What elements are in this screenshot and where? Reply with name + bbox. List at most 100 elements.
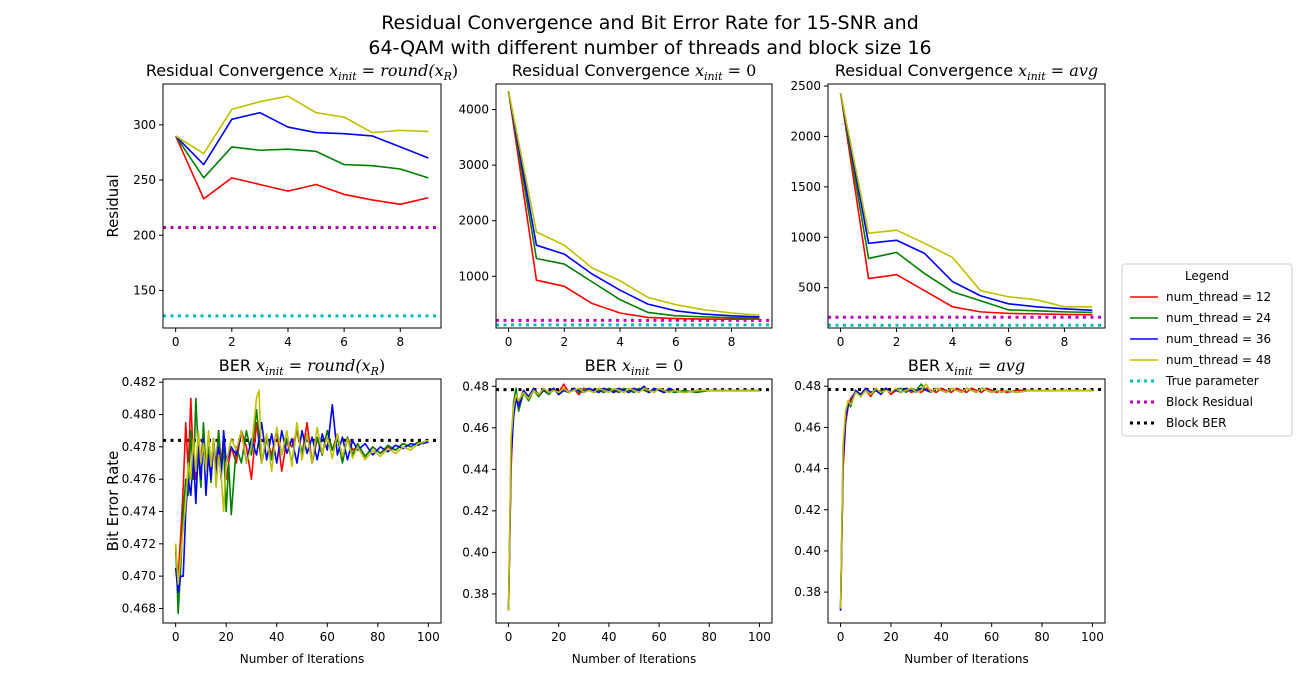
plot-area-ber_avg — [828, 383, 1105, 611]
axes-frame — [827, 378, 1106, 624]
x-tick-label: 100 — [1081, 630, 1104, 644]
y-tick-label: 0.482 — [122, 375, 156, 389]
y-tick-label: 0.46 — [462, 421, 489, 435]
legend-entry-num-thread-48: num_thread = 48 — [1130, 353, 1271, 367]
series-line-num-thread-48 — [175, 95, 429, 155]
x-tick-label: 0 — [172, 630, 180, 644]
y-tick-label: 0.40 — [462, 545, 489, 559]
series-line-num-thread-48 — [839, 92, 1093, 308]
x-tick-label: 2 — [893, 335, 901, 349]
legend-frame — [1121, 263, 1293, 437]
subplot-res_avg: 0 2 4 6 8 500 1000 1500 2000 2500 Residual Converg… — [790, 61, 1106, 349]
series-line-num-thread-48 — [507, 91, 760, 317]
series-line-num-thread-12 — [507, 91, 760, 321]
y-tick-label: 3000 — [458, 158, 489, 172]
x-tick-label: 6 — [672, 335, 680, 349]
subplot-res_zero: 0 2 4 6 8 1000 2000 3000 4000 Residual Convergenc… — [458, 61, 773, 349]
series-line-num-thread-12 — [839, 387, 1093, 611]
x-tick-label: 20 — [551, 630, 566, 644]
x-tick-label: 8 — [728, 335, 736, 349]
axes-frame — [495, 83, 773, 329]
plot-area-ber_zero — [496, 383, 772, 611]
y-axis-label: Residual — [104, 174, 122, 237]
y-tick-label: 200 — [133, 228, 156, 242]
axes-frame — [162, 378, 442, 624]
y-tick-label: 1500 — [790, 180, 821, 194]
figure-title-line-2: 64-QAM with different number of threads … — [368, 37, 931, 59]
x-tick-label: 100 — [417, 630, 440, 644]
x-tick-label: 6 — [340, 335, 348, 349]
axes-frame — [495, 378, 773, 624]
subplot-title: Residual Convergence xinit = 0 — [512, 61, 757, 83]
axes-frame — [162, 83, 442, 329]
series-line-num-thread-36 — [507, 91, 760, 318]
subplot-title: BER xinit = 0 — [585, 356, 684, 378]
subplot-ber_round: 0 20 40 60 80 100 0.468 0.470 0.472 0.474 0.476 0.4… — [104, 356, 442, 666]
y-tick-label: 0.476 — [122, 472, 156, 486]
legend-label: num_thread = 48 — [1166, 353, 1271, 367]
x-tick-label: 2 — [228, 335, 236, 349]
subplot-title: Residual Convergence xinit = avg — [835, 61, 1098, 83]
x-tick-label: 80 — [702, 630, 717, 644]
y-tick-label: 150 — [133, 283, 156, 297]
y-tick-label: 500 — [798, 281, 821, 295]
series-line-num-thread-12 — [507, 383, 760, 611]
y-tick-label: 0.42 — [462, 504, 489, 518]
series-line-num-thread-48 — [839, 383, 1093, 609]
x-tick-label: 60 — [651, 630, 666, 644]
subplot-ber_zero: 0 20 40 60 80 100 0.38 0.40 0.42 0.44 0.46 0.48 BER … — [462, 356, 773, 666]
series-line-num-thread-24 — [507, 387, 760, 609]
series-line-num-thread-36 — [839, 387, 1093, 611]
series-line-num-thread-36 — [839, 92, 1093, 312]
y-tick-label: 250 — [133, 173, 156, 187]
x-tick-label: 8 — [1061, 335, 1069, 349]
subplot-res_round: 0 2 4 6 8 150 200 250 300 Residual Convergence xi… — [104, 61, 458, 349]
x-tick-label: 80 — [1034, 630, 1049, 644]
subplot-title: BER xinit = avg — [908, 356, 1025, 378]
y-tick-label: 0.38 — [794, 585, 821, 599]
x-tick-label: 40 — [934, 630, 949, 644]
x-tick-label: 40 — [601, 630, 616, 644]
x-tick-label: 4 — [284, 335, 292, 349]
y-tick-label: 0.48 — [462, 379, 489, 393]
axes-frame — [827, 83, 1106, 329]
series-line-num-thread-24 — [507, 91, 760, 319]
plot-area-ber_round — [163, 389, 441, 615]
series-line-num-thread-48 — [507, 387, 760, 611]
y-tick-label: 2500 — [790, 79, 821, 93]
subplot-ber_avg: 0 20 40 60 80 100 0.38 0.40 0.42 0.44 0.46 0.48 BER … — [794, 356, 1106, 666]
x-tick-label: 20 — [219, 630, 234, 644]
x-axis-label: Number of Iterations — [572, 652, 697, 666]
series-line-num-thread-24 — [174, 135, 429, 179]
y-tick-label: 0.472 — [122, 537, 156, 551]
y-tick-label: 300 — [133, 118, 156, 132]
y-tick-label: 0.474 — [122, 505, 156, 519]
series-line-num-thread-12 — [174, 135, 429, 206]
x-axis-label: Number of Iterations — [904, 652, 1029, 666]
y-tick-label: 0.470 — [122, 569, 156, 583]
legend-entry-num-thread-24: num_thread = 24 — [1130, 311, 1271, 325]
legend-entry-num-thread-36: num_thread = 36 — [1130, 332, 1271, 346]
x-tick-label: 0 — [172, 335, 180, 349]
subplot-title: BER xinit = round(xR) — [219, 356, 385, 378]
series-line-num-thread-12 — [174, 397, 429, 577]
y-tick-label: 0.44 — [462, 462, 489, 476]
legend-label: num_thread = 24 — [1166, 311, 1271, 325]
y-tick-label: 0.44 — [794, 462, 821, 476]
legend-label: True parameter — [1165, 374, 1259, 388]
subplot-title: Residual Convergence xinit = round(xR) — [146, 61, 458, 83]
series-line-num-thread-36 — [507, 385, 760, 611]
y-tick-label: 1000 — [458, 269, 489, 283]
legend-entry-block-residual: Block Residual — [1130, 395, 1253, 409]
legend: Legend num_thread = 12 num_thread = 24 num_… — [1121, 263, 1293, 437]
x-axis-label: Number of Iterations — [240, 652, 365, 666]
legend-label: Block BER — [1166, 416, 1226, 430]
y-tick-label: 0.468 — [122, 601, 156, 615]
series-line-num-thread-24 — [839, 383, 1093, 609]
x-tick-label: 4 — [949, 335, 957, 349]
series-line-num-thread-24 — [839, 92, 1093, 314]
plot-area-res_round — [163, 95, 441, 318]
series-line-num-thread-36 — [174, 404, 429, 594]
legend-entry-block-ber: Block BER — [1130, 416, 1226, 430]
